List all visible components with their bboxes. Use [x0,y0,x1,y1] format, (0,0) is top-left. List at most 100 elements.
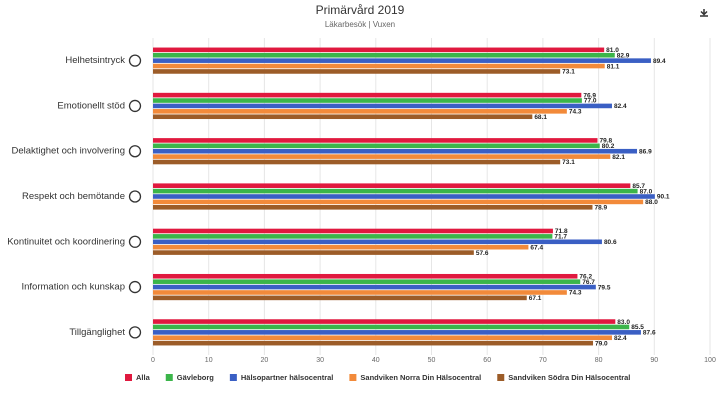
bar [153,244,529,250]
legend-label: Sandviken Norra Din Hälsocentral [360,373,481,382]
value-label: 77.0 [584,98,597,105]
x-tick-label: 30 [316,357,324,364]
y-tick-label: Helhetsintryck [65,55,125,66]
value-label: 74.3 [569,290,582,297]
bar [153,52,615,58]
value-label: 81.1 [607,63,620,70]
value-label: 82.4 [614,335,627,342]
value-label: 90.1 [657,194,670,201]
x-tick-label: 90 [650,357,658,364]
value-label: 81.0 [606,47,619,54]
legend-item[interactable]: Sandviken Södra Din Hälsocentral [497,373,630,382]
value-label: 79.5 [598,284,611,291]
legend-label: Sandviken Södra Din Hälsocentral [508,373,630,382]
bar [153,159,561,165]
bar [153,340,594,346]
x-tick-label: 0 [151,357,155,364]
legend-item[interactable]: Sandviken Norra Din Hälsocentral [349,373,481,382]
value-label: 83.0 [617,319,630,326]
bar [153,194,655,199]
legend-item[interactable]: Alla [125,373,151,382]
value-label: 79.8 [599,138,612,145]
y-tick-label: Information och kunskap [21,282,125,293]
bar [153,143,600,149]
legend-label: Hälsopartner hälsocentral [241,373,334,382]
value-label: 87.0 [640,188,653,195]
bar [153,183,631,188]
x-tick-label: 60 [483,357,491,364]
value-label: 73.1 [562,69,575,76]
value-label: 78.9 [594,205,607,212]
bar [153,234,553,239]
bar [153,284,596,290]
value-label: 74.3 [569,109,582,116]
value-label: 67.4 [530,244,543,251]
value-label: 86.9 [639,148,652,155]
value-label: 88.0 [645,199,658,206]
bar [153,279,581,284]
value-label: 76.7 [582,279,595,286]
chart-title: Primärvård 2019 [316,3,405,17]
download-icon [700,9,708,17]
value-label: 82.4 [614,103,627,110]
download-button[interactable] [700,9,708,17]
value-label: 80.2 [602,143,615,150]
x-tick-label: 50 [428,357,436,364]
x-tick-label: 100 [704,357,716,364]
bar [153,114,533,120]
bar [153,63,605,69]
legend-swatch [349,374,357,381]
bar [153,154,611,159]
bar [153,109,567,114]
value-label: 71.7 [554,234,567,241]
value-label: 85.7 [632,183,645,190]
value-label: 82.1 [612,154,625,161]
y-tick-label: Tillgänglighet [69,327,125,338]
value-label: 67.1 [529,295,542,302]
bar [153,92,582,98]
y-tick-label: Delaktighet och involvering [11,146,125,157]
y-tick-label: Emotionellt stöd [57,100,125,111]
legend-swatch [165,374,173,381]
bar [153,239,602,245]
bar [153,148,638,154]
value-label: 82.9 [617,52,630,59]
chart-subtitle: Läkarbesök | Vuxen [325,20,395,29]
bar [153,103,612,109]
legend-swatch [125,374,132,381]
bar [153,98,582,103]
category-icon [128,190,142,203]
category-icon [128,145,142,158]
bar [153,273,578,279]
x-tick-label: 70 [539,357,547,364]
legend-label: Gävleborg [177,373,215,382]
bar [153,324,630,330]
y-tick-label: Respekt och bemötande [22,191,125,202]
value-label: 89.4 [653,58,666,65]
y-tick-label: Kontinuitet och koordinering [7,236,125,247]
category-icon [128,54,142,67]
bar [153,188,638,194]
bar [153,250,474,255]
bar [153,205,593,210]
bar [153,47,605,53]
category-icon [128,99,142,113]
legend-label: Alla [136,373,151,382]
category-icon [128,235,142,248]
legend-swatch [229,374,237,381]
legend-swatch [497,374,505,381]
x-tick-label: 20 [261,357,269,364]
bar [153,330,641,335]
bar [153,335,612,341]
legend-item[interactable]: Hälsopartner hälsocentral [229,373,334,382]
x-tick-label: 40 [372,357,380,364]
value-label: 71.8 [555,228,568,235]
legend-item[interactable]: Gävleborg [165,373,215,382]
bar [153,295,527,301]
bar [153,69,561,74]
value-label: 68.1 [534,114,547,121]
value-label: 73.1 [562,159,575,166]
bar [153,58,651,63]
bar [153,199,644,205]
